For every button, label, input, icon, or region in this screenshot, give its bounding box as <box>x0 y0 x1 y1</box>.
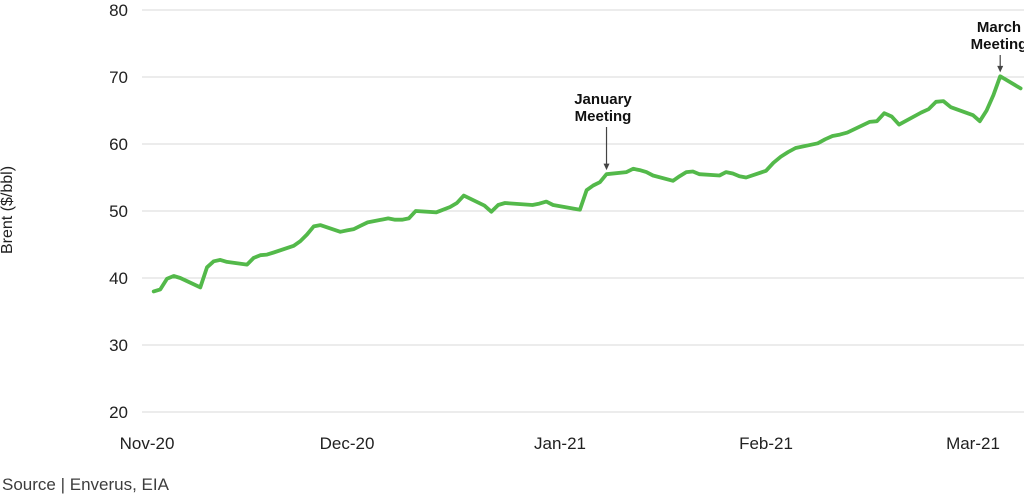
annotation-label-line1: January <box>574 91 632 108</box>
brent-price-line <box>151 74 1023 294</box>
annotation-arrowhead-icon <box>997 65 1004 73</box>
x-tick-label: Mar-21 <box>946 434 1000 453</box>
y-tick-label: 50 <box>109 202 128 221</box>
source-text: Source | Enverus, EIA <box>2 475 170 494</box>
x-tick-label: Jan-21 <box>534 434 586 453</box>
y-tick-label: 60 <box>109 135 128 154</box>
y-axis-tick-labels: 80 70 60 50 40 30 20 <box>109 1 128 422</box>
y-tick-label: 30 <box>109 336 128 355</box>
annotation-label-line1: March <box>977 19 1021 36</box>
y-tick-label: 40 <box>109 269 128 288</box>
annotation-label-line2: Meeting <box>971 36 1024 53</box>
annotation-arrowhead-icon <box>603 163 610 171</box>
annotation-label-line2: Meeting <box>575 108 632 125</box>
x-tick-label: Feb-21 <box>739 434 793 453</box>
y-tick-label: 70 <box>109 68 128 87</box>
gridlines <box>142 9 1024 413</box>
x-axis-tick-labels: Nov-20 Dec-20 Jan-21 Feb-21 Mar-21 <box>120 434 1000 453</box>
y-tick-label: 20 <box>109 403 128 422</box>
x-tick-label: Nov-20 <box>120 434 175 453</box>
x-tick-label: Dec-20 <box>320 434 375 453</box>
y-axis-title: Brent ($/bbl) <box>0 166 16 254</box>
y-tick-label: 80 <box>109 1 128 20</box>
